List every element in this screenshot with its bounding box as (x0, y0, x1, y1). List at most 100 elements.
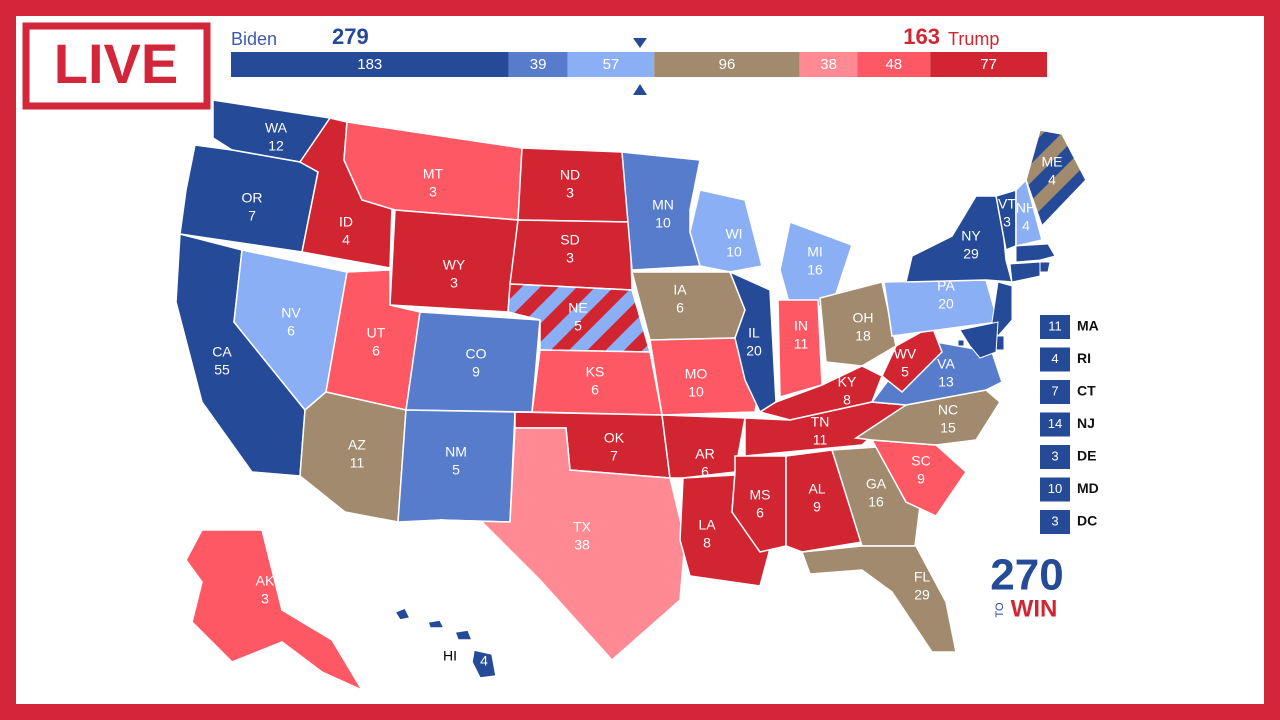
state (393, 607, 497, 679)
state-ev: 20 (938, 296, 954, 312)
state (661, 414, 746, 479)
ev-box-abbr: MA (1077, 318, 1099, 334)
ev-box-abbr: NJ (1077, 415, 1095, 431)
state-ev: 4 (480, 653, 488, 669)
state-ev: 3 (429, 184, 437, 200)
state-abbr: MI (807, 244, 823, 260)
left-total: 279 (332, 24, 369, 49)
state-abbr: NH (1016, 200, 1036, 216)
state-abbr: AR (695, 446, 714, 462)
bar-segment (857, 52, 931, 77)
ev-box (1040, 380, 1070, 404)
state-abbr: WA (265, 120, 288, 136)
bar-segment (799, 52, 858, 77)
state (185, 529, 364, 692)
state-ev: 5 (901, 364, 909, 380)
state-abbr: FL (914, 569, 931, 585)
bar-label: 39 (530, 56, 547, 73)
ev-box (1040, 347, 1070, 372)
bar-segment (231, 52, 509, 77)
state-ev: 11 (813, 432, 828, 448)
state-ev: 16 (868, 494, 884, 510)
state-ev: 5 (574, 318, 582, 334)
ev-box-abbr: DE (1077, 448, 1096, 464)
ev-box-value: 3 (1051, 513, 1058, 528)
bar-segment (930, 52, 1047, 77)
state-ev: 16 (807, 262, 823, 278)
ev-bar: 183 39 57 96 38 48 77 (231, 52, 1047, 77)
state-ev: 10 (726, 244, 742, 260)
ev-box-value: 11 (1048, 318, 1062, 333)
state-abbr: NE (568, 300, 587, 316)
bar-segment (567, 52, 655, 77)
bar-label: 77 (980, 56, 997, 73)
state-abbr: WI (725, 226, 742, 242)
state-abbr: AL (808, 481, 825, 497)
state-ev: 4 (1048, 172, 1056, 188)
ev-box (1040, 510, 1070, 534)
state-ev: 7 (610, 448, 618, 464)
bar-label: 183 (357, 56, 382, 73)
state-ev: 9 (472, 364, 480, 380)
ev-box (1040, 445, 1070, 469)
state-ev: 9 (813, 499, 821, 515)
ev-box (1040, 477, 1070, 502)
states: WA12OR7CA55NV6ID4MT3WY3UT6AZ11CO9NM5ND3S… (175, 99, 1087, 692)
ev-box-value: 3 (1051, 448, 1058, 463)
logo-number: 270 (990, 551, 1063, 600)
state-ev: 6 (591, 382, 599, 398)
state-abbr: WV (894, 346, 917, 362)
state-ev: 6 (756, 505, 764, 521)
state-abbr: ME (1042, 154, 1063, 170)
ev-box-value: 7 (1051, 383, 1058, 398)
state-ev: 10 (688, 384, 704, 400)
state-ev: 29 (914, 587, 930, 603)
state-abbr: VA (937, 356, 955, 372)
state (1015, 178, 1043, 247)
state-abbr: OK (604, 430, 625, 446)
state-ev: 3 (450, 275, 458, 291)
state (1009, 261, 1041, 283)
state (1025, 129, 1087, 228)
live-text: LIVE (54, 32, 178, 95)
state-abbr: SD (560, 232, 579, 248)
state-abbr: ND (560, 167, 580, 183)
state-ev: 38 (574, 537, 590, 553)
ev-box-abbr: MD (1077, 480, 1099, 496)
midpoint-arrow (633, 84, 647, 95)
state-abbr: AZ (348, 437, 366, 453)
state-abbr: ID (339, 214, 353, 230)
logo-word: WIN (1011, 595, 1058, 622)
state-abbr: TX (573, 519, 592, 535)
state-ev: 6 (701, 464, 709, 480)
state (439, 427, 686, 662)
state-abbr: LA (698, 517, 716, 533)
state-ev: 7 (248, 208, 256, 224)
state-abbr: IN (794, 318, 808, 334)
state-ev: 3 (566, 250, 574, 266)
state-ev: 8 (843, 392, 851, 408)
bar-label: 38 (820, 56, 837, 73)
state-abbr: IL (748, 325, 760, 341)
state-ev: 3 (1003, 214, 1011, 230)
state-ev: 6 (287, 323, 295, 339)
state-abbr: IA (673, 282, 687, 298)
right-total: 163 (903, 24, 940, 49)
state (957, 339, 965, 347)
state-ev: 6 (676, 300, 684, 316)
state-abbr: VT (998, 196, 1016, 212)
state (785, 449, 863, 553)
state-ev: 4 (1022, 218, 1030, 234)
state-ev: 9 (917, 471, 925, 487)
state-ev: 8 (703, 535, 711, 551)
bar-label: 57 (603, 56, 620, 73)
state-ev: 3 (566, 185, 574, 201)
live-badge (22, 22, 211, 110)
state-abbr: NV (281, 305, 301, 321)
state (819, 281, 897, 367)
state-ev: 13 (938, 374, 954, 390)
state-abbr: KS (586, 364, 605, 380)
state-ev: 4 (342, 232, 350, 248)
